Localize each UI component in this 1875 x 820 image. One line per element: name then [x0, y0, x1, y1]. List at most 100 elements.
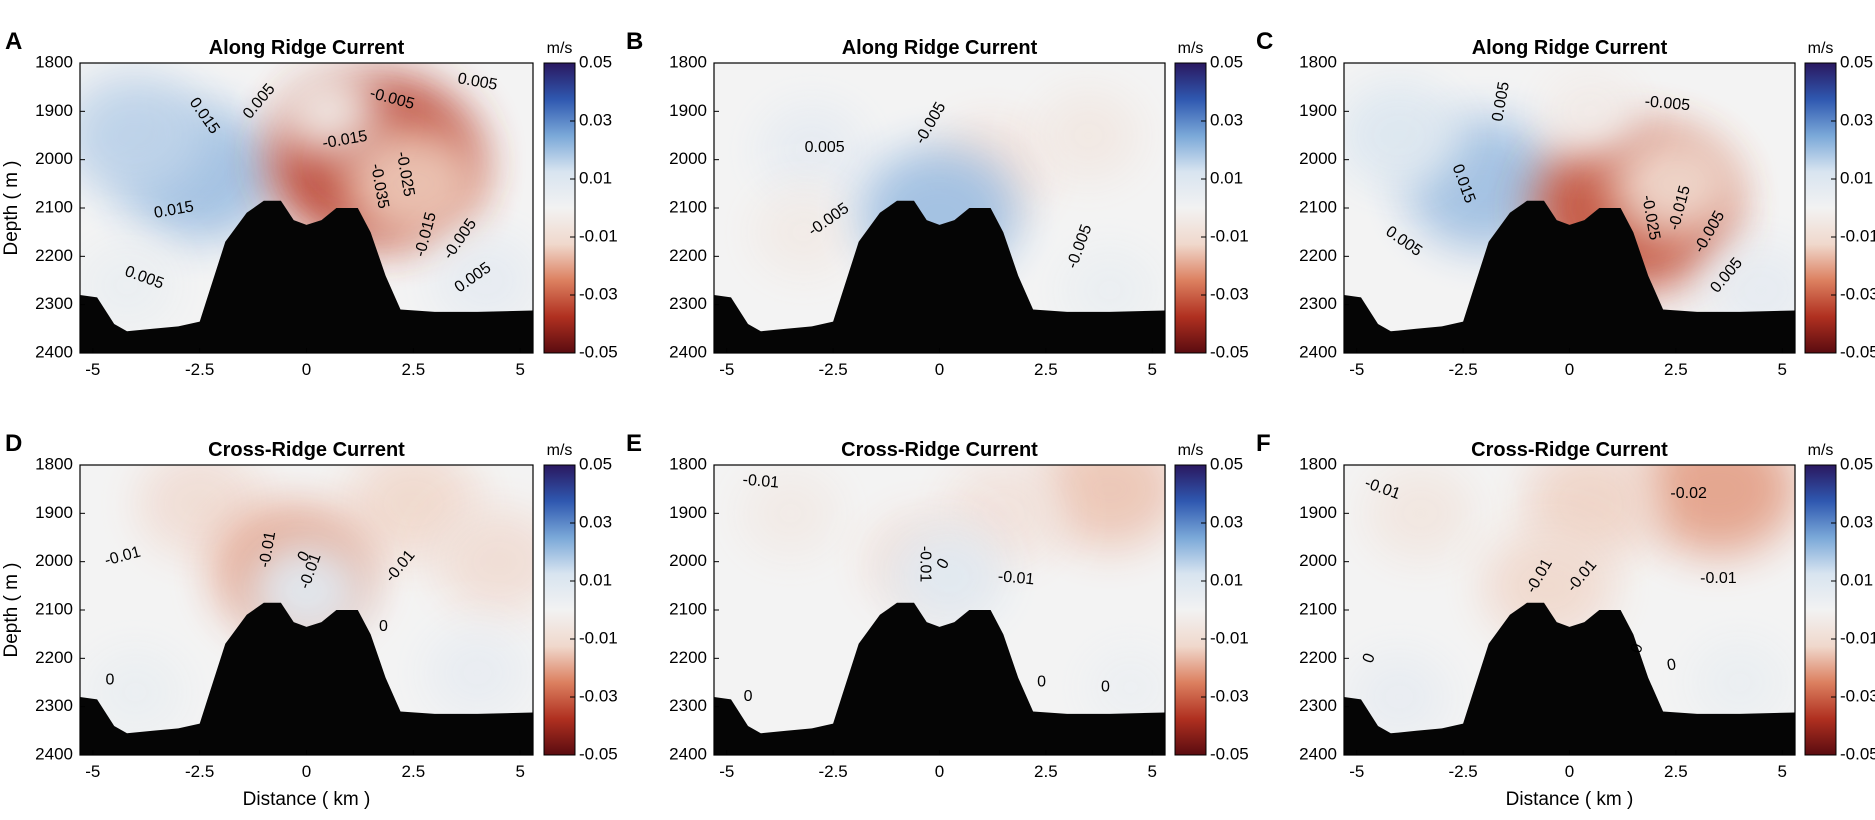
- field-blob: [756, 102, 868, 198]
- x-tick-label: -2.5: [1448, 360, 1477, 379]
- panel-letter: C: [1256, 28, 1273, 55]
- colorbar-unit: m/s: [1808, 40, 1834, 57]
- ridge-bathymetry: [1344, 200, 1795, 353]
- colorbar-unit: m/s: [1178, 40, 1204, 57]
- x-tick-label: 2.5: [1664, 360, 1688, 379]
- colorbar-tick-label: -0.03: [1840, 284, 1875, 303]
- y-tick-label: 2400: [669, 744, 707, 763]
- panel-letter: A: [5, 28, 22, 55]
- y-tick-label: 2000: [669, 551, 707, 570]
- panel-letter: D: [5, 430, 22, 457]
- y-tick-label: 2100: [669, 197, 707, 216]
- ridge-bathymetry: [1344, 602, 1795, 755]
- x-tick-label: -2.5: [185, 762, 214, 781]
- colorbar-tick-label: -0.03: [579, 284, 618, 303]
- colorbar: m/s 0.05 0.03 0.01 -0.01 -0.03 -0.05: [543, 442, 618, 763]
- colorbar-tick-label: 0.03: [1840, 110, 1873, 129]
- panel-b: 0.005-0.005-0.005-0.00518001900200021002…: [626, 28, 1249, 379]
- colorbar-tick-label: -0.05: [579, 744, 618, 763]
- current-field: [1345, 465, 1795, 744]
- panel-title: Cross-Ridge Current: [841, 439, 1038, 461]
- colorbar-tick-label: -0.05: [1210, 342, 1249, 361]
- ridge-bathymetry: [80, 602, 533, 755]
- y-tick-label: 2100: [35, 599, 73, 618]
- panel-title: Along Ridge Current: [1472, 37, 1668, 59]
- y-tick-label: 2200: [35, 246, 73, 265]
- contour-label: 0.005: [456, 70, 498, 94]
- y-tick-label: 1900: [35, 101, 73, 120]
- colorbar: m/s 0.05 0.03 0.01 -0.01 -0.03 -0.05: [1174, 442, 1249, 763]
- y-tick-label: 1900: [1299, 503, 1337, 522]
- y-tick-label: 1800: [35, 52, 73, 71]
- x-tick-label: 2.5: [1034, 762, 1058, 781]
- colorbar-unit: m/s: [547, 40, 573, 57]
- colorbar-tick-label: 0.05: [579, 52, 612, 71]
- field-blob: [1365, 465, 1476, 562]
- colorbar-tick-label: 0.05: [1840, 454, 1873, 473]
- y-tick-label: 2100: [669, 599, 707, 618]
- colorbar-tick-label: -0.01: [1840, 628, 1875, 647]
- field-blob: [423, 626, 532, 720]
- colorbar-scale: [543, 62, 576, 354]
- y-tick-label: 2000: [35, 551, 73, 570]
- x-tick-label: 0: [935, 762, 944, 781]
- x-axis-label: Distance ( km ): [243, 789, 371, 810]
- colorbar-tick-label: 0.03: [1210, 512, 1243, 531]
- field-blob: [80, 240, 179, 331]
- field-blob: [1687, 637, 1792, 728]
- field-blob: [1038, 465, 1165, 549]
- field-blob: [80, 74, 208, 197]
- x-tick-label: 5: [1148, 360, 1157, 379]
- y-axis-label: Depth ( m ): [1, 160, 22, 255]
- x-tick-label: 2.5: [402, 762, 426, 781]
- colorbar-unit: m/s: [547, 442, 573, 459]
- current-field: [738, 465, 1165, 732]
- colorbar-tick-label: 0.05: [579, 454, 612, 473]
- contour-label: 0: [1037, 674, 1046, 691]
- ridge-bathymetry: [80, 200, 533, 353]
- x-tick-label: -5: [85, 360, 100, 379]
- colorbar-tick-label: 0.01: [579, 570, 612, 589]
- colorbar-unit: m/s: [1178, 442, 1204, 459]
- contour-label: -0.01: [742, 472, 780, 492]
- colorbar-tick-label: 0.03: [1210, 110, 1243, 129]
- y-axis-label: Depth ( m ): [1, 562, 22, 657]
- y-tick-label: 2100: [1299, 197, 1337, 216]
- field-blob: [751, 187, 856, 278]
- contour-label: -0.01: [997, 568, 1035, 588]
- x-tick-label: -2.5: [818, 360, 847, 379]
- contour-label: -0.01: [916, 546, 933, 583]
- contour-label: 0: [379, 618, 388, 635]
- contour-label: -0.005: [1644, 93, 1691, 114]
- colorbar-tick-label: 0.01: [579, 168, 612, 187]
- x-tick-label: -5: [719, 360, 734, 379]
- colorbar-tick-label: -0.03: [1210, 284, 1249, 303]
- colorbar-tick-label: 0.05: [1210, 454, 1243, 473]
- x-tick-label: -5: [1349, 762, 1364, 781]
- colorbar-tick-label: 0.01: [1840, 168, 1873, 187]
- colorbar-tick-label: -0.05: [1840, 744, 1875, 763]
- y-tick-label: 2200: [669, 246, 707, 265]
- y-tick-label: 2400: [35, 744, 73, 763]
- colorbar: m/s 0.05 0.03 0.01 -0.01 -0.03 -0.05: [1804, 442, 1875, 763]
- field-blob: [83, 647, 188, 738]
- colorbar-tick-label: -0.03: [1210, 686, 1249, 705]
- field-blob: [1344, 82, 1462, 189]
- x-tick-label: 5: [515, 762, 524, 781]
- x-tick-label: 0: [1565, 762, 1574, 781]
- panel-title: Cross-Ridge Current: [208, 439, 405, 461]
- colorbar-tick-label: -0.03: [579, 686, 618, 705]
- panel-f: -0.01 -0.02-0.01 -0.01 -0.010 00180019002000…: [1256, 430, 1875, 810]
- y-tick-label: 1900: [1299, 101, 1337, 120]
- colorbar-tick-label: -0.05: [1210, 744, 1249, 763]
- y-tick-label: 2000: [35, 149, 73, 168]
- colorbar-tick-label: -0.01: [579, 628, 618, 647]
- field-blob: [738, 468, 843, 559]
- ridge-bathymetry: [714, 602, 1165, 755]
- colorbar-tick-label: 0.03: [579, 512, 612, 531]
- x-tick-label: -5: [1349, 360, 1364, 379]
- colorbar-scale: [1174, 62, 1207, 354]
- field-blob: [276, 66, 380, 157]
- x-tick-label: 0: [302, 762, 311, 781]
